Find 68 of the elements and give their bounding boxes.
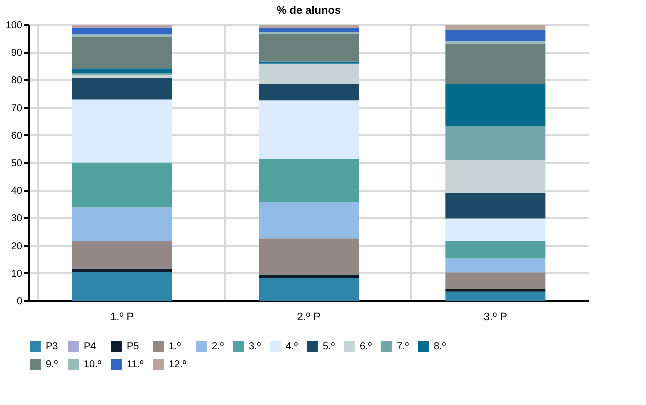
y-tick-label: 0 <box>16 296 23 308</box>
bar <box>72 34 172 38</box>
legend-label: 10.º <box>84 360 102 370</box>
legend-label: 1.º <box>169 342 182 353</box>
bar <box>446 241 546 259</box>
chart-title: % de alunos <box>276 5 342 17</box>
legend-label: 2.º <box>212 342 224 353</box>
legend-label: 3.º <box>249 342 262 353</box>
bar <box>259 274 359 278</box>
legend-label: 5.º <box>323 342 336 353</box>
legend-label: 9.º <box>46 360 58 370</box>
bar <box>446 160 546 194</box>
bar <box>72 162 172 208</box>
bar <box>72 78 172 100</box>
bar <box>259 100 359 160</box>
bar <box>259 159 359 202</box>
bar <box>446 44 546 84</box>
bar <box>72 100 172 163</box>
legend-label: P4 <box>84 342 97 353</box>
legend-label: 8.º <box>434 342 446 353</box>
bar <box>72 37 172 69</box>
bar <box>446 289 546 292</box>
y-tick-label: 40 <box>11 186 23 198</box>
y-tick-label: 30 <box>11 214 23 225</box>
bar <box>259 25 359 28</box>
bar <box>446 218 546 242</box>
y-tick-label: 10 <box>11 268 23 280</box>
legend-label: 4.º <box>286 342 298 353</box>
legend-label: 11.º <box>127 360 144 370</box>
bar <box>259 34 359 62</box>
legend-label: 12.º <box>169 360 187 370</box>
y-tick-label: 20 <box>11 241 23 252</box>
bar <box>446 272 546 290</box>
bar <box>446 42 546 44</box>
bar <box>259 278 359 301</box>
bar <box>446 258 546 273</box>
bar <box>446 126 546 160</box>
bar <box>446 25 546 31</box>
legend-label: 6.º <box>360 342 372 353</box>
legend-label: 7.º <box>397 342 410 353</box>
bar <box>72 272 172 301</box>
y-tick-label: 50 <box>11 158 23 170</box>
bar <box>259 84 359 101</box>
bar <box>446 292 546 301</box>
y-tick-label: 70 <box>11 103 23 114</box>
bar <box>259 238 359 275</box>
bar <box>446 193 546 219</box>
y-tick-label: 100 <box>6 20 23 32</box>
bar <box>259 202 359 239</box>
bar <box>72 241 172 269</box>
bar <box>72 25 172 28</box>
bar <box>446 30 546 42</box>
x-tick-label: 3.º P <box>484 312 508 324</box>
bar <box>72 74 172 78</box>
bar <box>72 68 172 74</box>
bar <box>259 28 359 32</box>
bar <box>446 84 546 126</box>
bar <box>72 268 172 272</box>
y-tick-label: 80 <box>11 76 23 87</box>
bar <box>259 64 359 84</box>
x-tick-label: 2.º P <box>297 312 321 324</box>
y-tick-label: 90 <box>11 48 23 60</box>
y-tick-label: 60 <box>11 130 23 142</box>
legend-label: P3 <box>46 342 59 353</box>
legend-label: P5 <box>127 342 140 353</box>
bar <box>72 208 172 242</box>
x-tick-label: 1.º P <box>110 312 134 324</box>
bar <box>72 28 172 35</box>
